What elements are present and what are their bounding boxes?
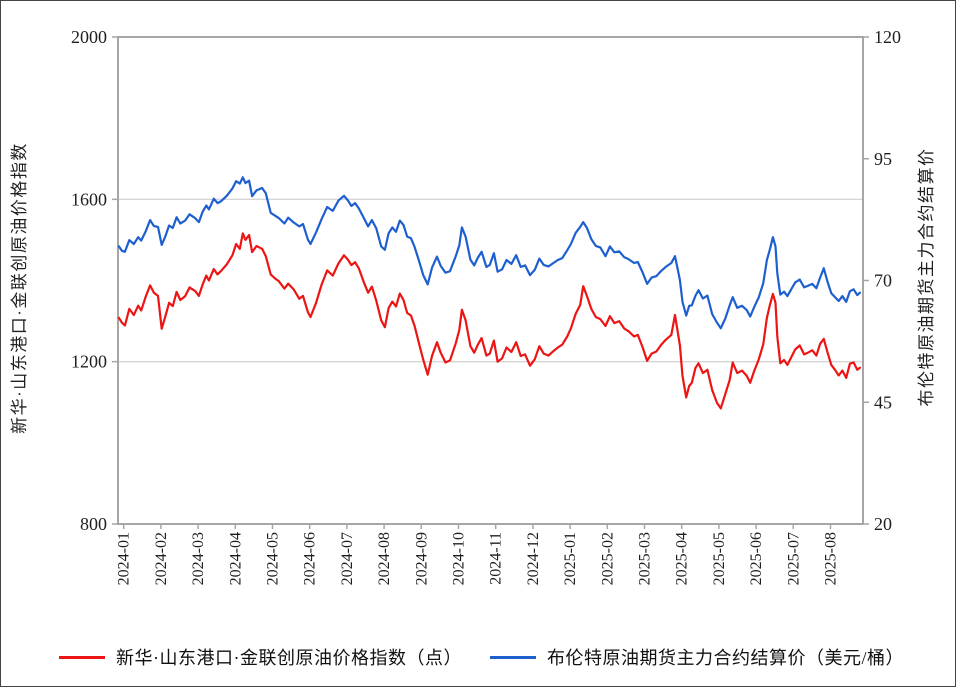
x-tick-label: 2024-10 [451,532,468,585]
red-line-swatch [59,655,105,659]
x-tick-label: 2025-04 [674,532,691,585]
series-layer [117,176,862,410]
x-tick-label: 2025-07 [785,532,802,585]
x-tick-label: 2024-01 [116,532,133,585]
x-tick-label: 2024-12 [525,532,542,585]
legend-label-brent: 布伦特原油期货主力合约结算价（美元/桶） [547,648,904,668]
right-tick-label: 95 [874,149,892,169]
right-tick-label: 20 [874,514,892,534]
x-tick-label: 2025-01 [562,532,579,585]
x-tick-label: 2024-05 [265,532,282,585]
x-tick-label: 2025-03 [637,532,654,585]
left-tick-label: 1600 [71,189,107,209]
right-axis-title: 布伦特原油期货主力合约结算价 [917,148,936,407]
x-tick-label: 2024-09 [413,532,430,585]
left-tick-label: 800 [80,514,107,534]
x-tick-label: 2024-11 [488,532,505,585]
plot-frame [117,36,864,525]
legend-item-index: 新华·山东港口·金联创原油价格指数（点） [59,644,462,670]
x-tick-label: 2024-08 [376,532,393,585]
grid-layer [112,36,869,529]
x-tick-label: 2024-04 [227,532,244,585]
left-tick-label: 1200 [71,352,107,372]
blue-line-swatch [490,655,536,659]
left-tick-label: 2000 [71,27,107,47]
series-line-brent [117,176,862,330]
x-tick-label: 2025-08 [823,532,840,585]
legend-item-brent: 布伦特原油期货主力合约结算价（美元/桶） [490,644,904,670]
x-tick-label: 2025-06 [748,532,765,585]
x-tick-label: 2025-02 [599,532,616,585]
x-tick-label: 2024-02 [153,532,170,585]
right-tick-label: 70 [874,271,892,291]
left-axis-title: 新华·山东港口·金联创原油价格指数 [10,142,29,434]
x-tick-label: 2024-07 [339,532,356,585]
series-line-index [117,232,862,410]
right-tick-label: 45 [874,392,892,412]
chart-legend: 新华·山东港口·金联创原油价格指数（点） 布伦特原油期货主力合约结算价（美元/桶… [1,639,955,675]
x-tick-label: 2025-05 [711,532,728,585]
legend-label-index: 新华·山东港口·金联创原油价格指数（点） [116,648,462,668]
x-tick-label: 2024-03 [190,532,207,585]
x-tick-label: 2024-06 [302,532,319,585]
tick-label-layer: 2000 1600 1200 800 120 95 70 45 20 2024-01 2024-02… [71,27,901,585]
right-tick-label: 120 [874,27,901,47]
